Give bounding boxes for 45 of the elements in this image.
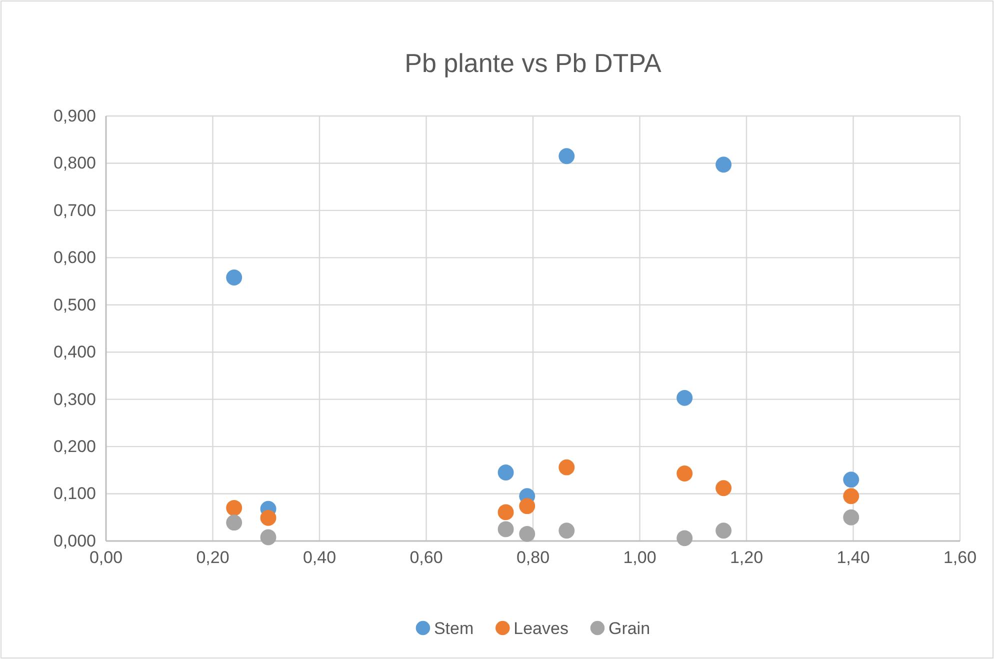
chart-title: Pb plante vs Pb DTPA [404, 48, 662, 78]
point [498, 464, 514, 480]
point [260, 510, 276, 526]
y-tick-label: 0,100 [53, 484, 96, 504]
point [843, 509, 860, 526]
x-tick-label: 1,60 [943, 548, 977, 568]
point [519, 498, 536, 514]
point [558, 148, 575, 164]
point [260, 529, 276, 546]
point [498, 504, 514, 520]
x-tick-label: 0,80 [516, 548, 550, 568]
x-tick-label: 0,00 [89, 548, 123, 568]
point [716, 480, 732, 496]
legend-label: Grain [608, 619, 650, 638]
y-tick-label: 0,200 [53, 436, 96, 456]
point [558, 459, 575, 476]
y-tick-label: 0,300 [53, 390, 96, 409]
point [519, 526, 536, 542]
point [843, 488, 860, 504]
point [676, 466, 693, 482]
legend-label: Stem [434, 619, 474, 638]
y-tick-label: 0,700 [53, 200, 96, 220]
y-tick-label: 0,600 [53, 248, 96, 268]
point [226, 514, 242, 531]
x-tick-label: 0,40 [302, 548, 336, 568]
point [716, 156, 732, 173]
y-tick-label: 0,800 [53, 154, 96, 173]
point [226, 270, 242, 286]
y-tick-label: 0,400 [53, 342, 96, 362]
x-tick-label: 1,20 [730, 548, 764, 568]
point [226, 500, 242, 516]
y-tick-label: 0,500 [53, 295, 96, 314]
point [558, 522, 575, 539]
point [843, 472, 860, 488]
x-tick-label: 1,40 [836, 548, 870, 568]
point [676, 390, 693, 406]
point [676, 530, 693, 546]
y-tick-label: 0,900 [53, 106, 96, 126]
x-tick-label: 0,20 [196, 548, 230, 568]
point [498, 521, 514, 538]
point [716, 522, 732, 539]
legend-label: Leaves [514, 619, 568, 638]
x-tick-label: 1,00 [623, 548, 656, 568]
x-tick-label: 0,60 [410, 548, 443, 568]
y-tick-label: 0,000 [53, 531, 96, 550]
